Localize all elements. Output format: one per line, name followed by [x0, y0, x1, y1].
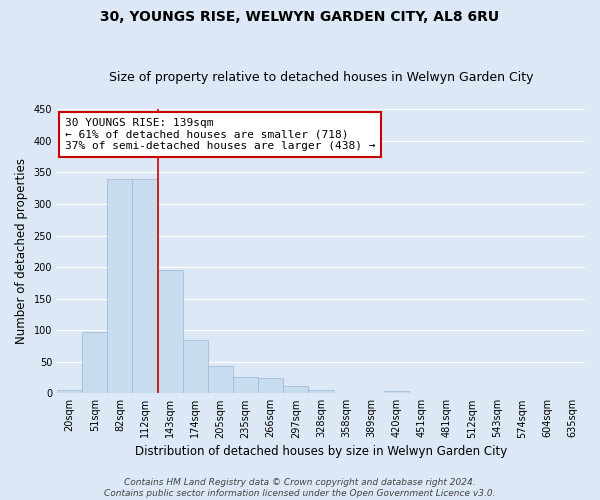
Bar — [82, 332, 107, 394]
Bar — [384, 391, 409, 394]
Bar — [208, 366, 233, 394]
Bar — [233, 377, 258, 394]
Bar — [258, 378, 283, 394]
Bar — [560, 392, 585, 394]
Bar — [57, 390, 82, 394]
Bar — [107, 178, 133, 394]
Bar — [308, 390, 334, 394]
Bar — [283, 386, 308, 394]
Bar — [133, 178, 158, 394]
Title: Size of property relative to detached houses in Welwyn Garden City: Size of property relative to detached ho… — [109, 72, 533, 85]
Bar — [459, 392, 484, 394]
Text: 30, YOUNGS RISE, WELWYN GARDEN CITY, AL8 6RU: 30, YOUNGS RISE, WELWYN GARDEN CITY, AL8… — [100, 10, 500, 24]
Bar — [158, 270, 183, 394]
Text: 30 YOUNGS RISE: 139sqm
← 61% of detached houses are smaller (718)
37% of semi-de: 30 YOUNGS RISE: 139sqm ← 61% of detached… — [65, 118, 376, 151]
Y-axis label: Number of detached properties: Number of detached properties — [15, 158, 28, 344]
Text: Contains HM Land Registry data © Crown copyright and database right 2024.
Contai: Contains HM Land Registry data © Crown c… — [104, 478, 496, 498]
X-axis label: Distribution of detached houses by size in Welwyn Garden City: Distribution of detached houses by size … — [135, 444, 507, 458]
Bar — [183, 340, 208, 394]
